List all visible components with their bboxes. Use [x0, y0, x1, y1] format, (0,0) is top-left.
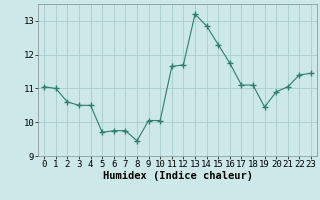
X-axis label: Humidex (Indice chaleur): Humidex (Indice chaleur) [103, 171, 252, 181]
